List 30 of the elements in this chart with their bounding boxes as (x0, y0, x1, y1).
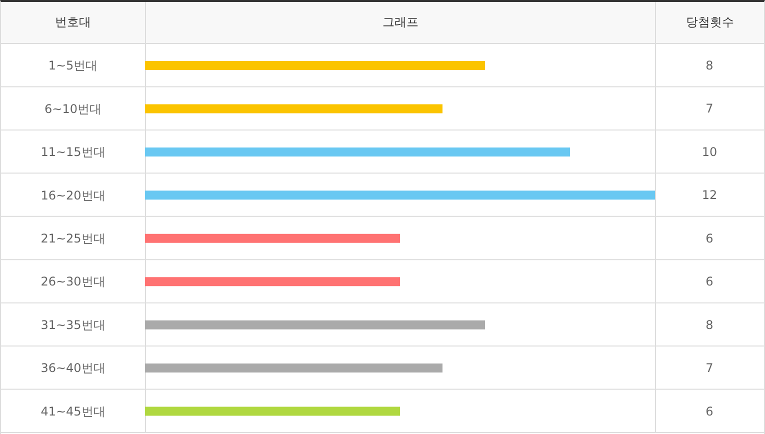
data-label: 6 (706, 274, 714, 289)
data-label: 8 (706, 58, 714, 72)
y-tick-label: 6~10번대 (44, 102, 102, 116)
y-tick-label: 36~40번대 (40, 361, 106, 376)
y-tick-label: 26~30번대 (40, 274, 106, 289)
bar (145, 320, 485, 330)
data-label: 12 (702, 188, 718, 202)
y-tick-label: 11~15번대 (40, 145, 106, 160)
text: 당첨횟수 (686, 14, 734, 31)
bar (145, 104, 442, 114)
bar (145, 364, 442, 373)
data-label: 6 (706, 231, 714, 246)
x-axis-title: 그래프 (382, 14, 418, 31)
bar (145, 190, 655, 200)
data-label: 6 (706, 404, 714, 418)
y-tick-label: 16~20번대 (40, 188, 106, 202)
bar (145, 147, 570, 156)
data-label: 7 (706, 102, 714, 116)
bar (145, 234, 400, 243)
y-axis-title: 번호대 (55, 14, 91, 31)
data-label: 10 (702, 144, 718, 159)
y-tick-label: 31~35번대 (40, 318, 106, 332)
data-label: 7 (706, 361, 714, 376)
bar (145, 406, 400, 416)
bar (145, 61, 485, 70)
y-tick-label: 1~5번대 (48, 58, 98, 73)
y-tick-label: 21~25번대 (40, 232, 106, 246)
y-tick-label: 41~45번대 (40, 404, 106, 418)
data-label: 8 (706, 318, 714, 332)
bar (145, 277, 400, 286)
